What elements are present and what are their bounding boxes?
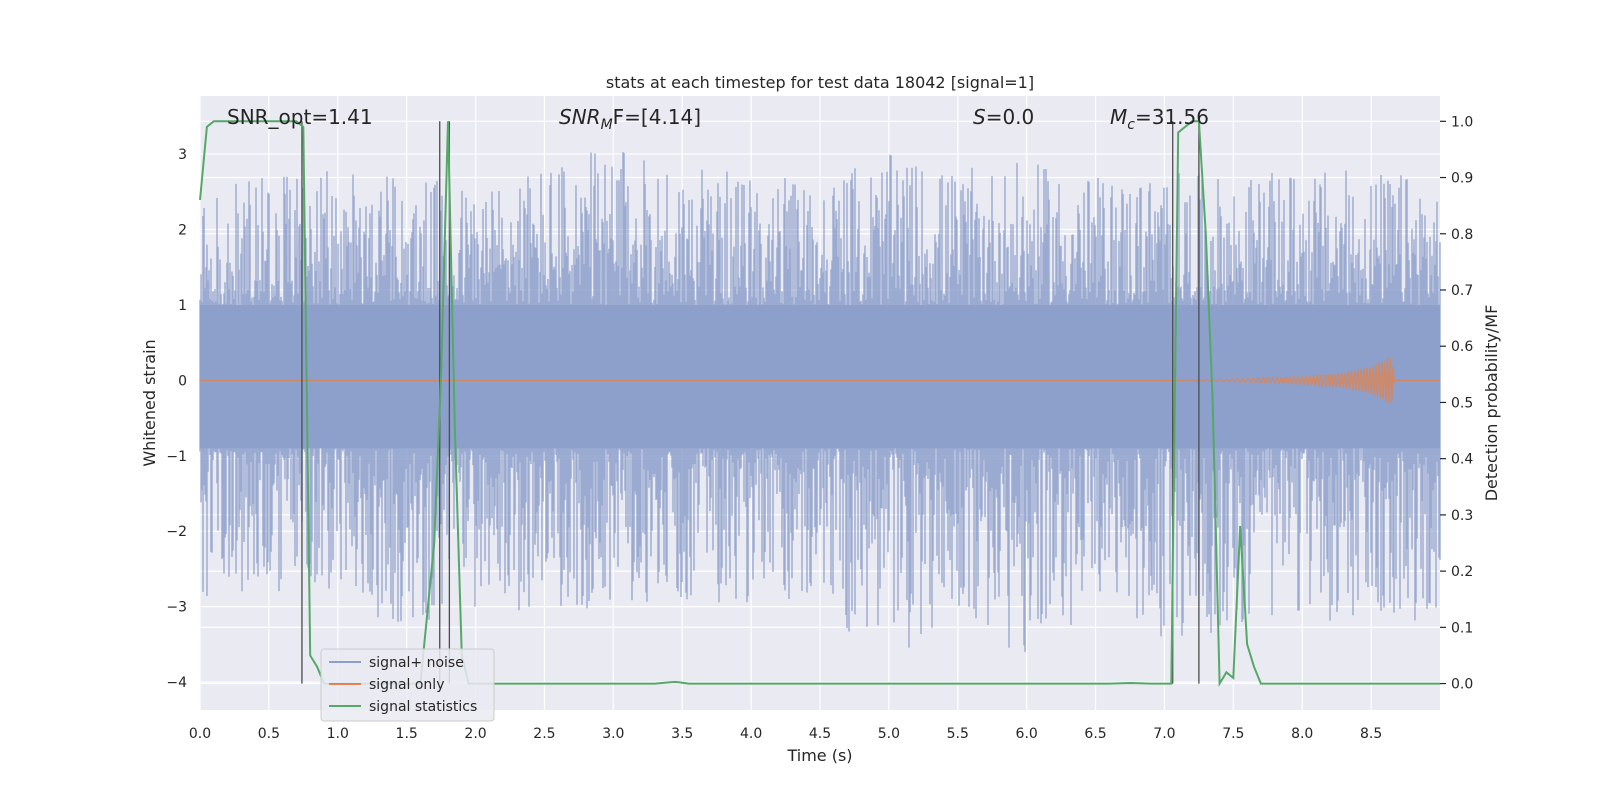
y-left-tick-label: 2	[178, 223, 187, 239]
y-right-tick-label: 0.8	[1451, 227, 1473, 243]
signal-trace	[199, 357, 1440, 404]
x-tick-label: 0.5	[258, 726, 280, 742]
x-tick-label: 7.5	[1222, 726, 1244, 742]
y-right-axis-ticks: 1.0 0.9 0.8 0.7 0.6 0.5 0.4 0.3 0.2 0.1 0.0	[1440, 114, 1473, 693]
x-axis-label: Time (s)	[786, 746, 852, 765]
x-axis-ticks: 0.0 0.5 1.0 1.5 2.0 2.5 3.0 3.5 4.0 4.5 5.0 5.5 6.0 6…	[189, 726, 1382, 742]
x-tick-label: 4.0	[740, 726, 762, 742]
x-tick-label: 2.5	[533, 726, 555, 742]
y-left-tick-label: −3	[166, 600, 187, 616]
y-right-tick-label: 0.9	[1451, 171, 1473, 187]
x-tick-label: 1.0	[327, 726, 349, 742]
annotation-mc: Mc=31.56	[1110, 105, 1209, 133]
annotation-snr-mf: SNRMF=[4.14]	[559, 105, 701, 133]
legend-label-signal: signal only	[369, 677, 444, 693]
x-tick-label: 5.0	[878, 726, 900, 742]
legend-label-noise: signal+ noise	[369, 655, 464, 671]
annotation-snr-opt: SNR_opt=1.41	[227, 105, 373, 129]
y-axis-label-right: Detection probability/MF	[1482, 305, 1501, 502]
y-right-tick-label: 0.1	[1451, 620, 1473, 636]
y-left-tick-label: 0	[178, 373, 187, 389]
x-tick-label: 2.0	[464, 726, 486, 742]
x-tick-label: 4.5	[809, 726, 831, 742]
y-left-tick-label: 3	[178, 147, 187, 163]
y-left-tick-label: −2	[166, 524, 187, 540]
y-left-tick-label: −1	[166, 449, 187, 465]
series-signal-plus-noise	[199, 152, 1441, 652]
x-tick-label: 5.5	[947, 726, 969, 742]
y-left-tick-label: −4	[166, 675, 187, 691]
y-right-tick-label: 0.7	[1451, 283, 1473, 299]
x-tick-label: 3.0	[602, 726, 624, 742]
y-axis-label-left: Whitened strain	[140, 339, 159, 466]
x-tick-label: 1.5	[396, 726, 418, 742]
series-signal-statistics	[199, 120, 1440, 688]
y-right-tick-label: 0.4	[1451, 452, 1473, 468]
x-tick-label: 0.0	[189, 726, 211, 742]
legend: signal+ noise signal only signal statist…	[320, 648, 495, 722]
legend-box	[320, 648, 495, 722]
y-right-tick-label: 0.5	[1451, 395, 1473, 411]
y-right-tick-label: 0.6	[1451, 339, 1473, 355]
x-tick-label: 8.5	[1360, 726, 1382, 742]
x-tick-label: 7.0	[1153, 726, 1175, 742]
chart-title: stats at each timestep for test data 180…	[606, 73, 1034, 92]
noise-core-band	[200, 304, 1440, 449]
x-tick-label: 6.0	[1016, 726, 1038, 742]
y-left-axis-ticks: 3 2 1 0 −1 −2 −3 −4	[166, 147, 187, 691]
y-left-tick-label: 1	[178, 298, 187, 314]
x-tick-label: 3.5	[671, 726, 693, 742]
y-right-tick-label: 0.0	[1451, 677, 1473, 693]
y-right-tick-label: 0.3	[1451, 508, 1473, 524]
y-right-tick-label: 0.2	[1451, 564, 1473, 580]
x-tick-label: 8.0	[1291, 726, 1313, 742]
legend-label-stats: signal statistics	[369, 699, 477, 715]
series-signal-only	[199, 357, 1440, 404]
x-tick-label: 6.5	[1084, 726, 1106, 742]
annotation-s: S=0.0	[973, 105, 1034, 129]
statistics-trace	[199, 120, 1440, 688]
y-right-tick-label: 1.0	[1451, 114, 1473, 130]
